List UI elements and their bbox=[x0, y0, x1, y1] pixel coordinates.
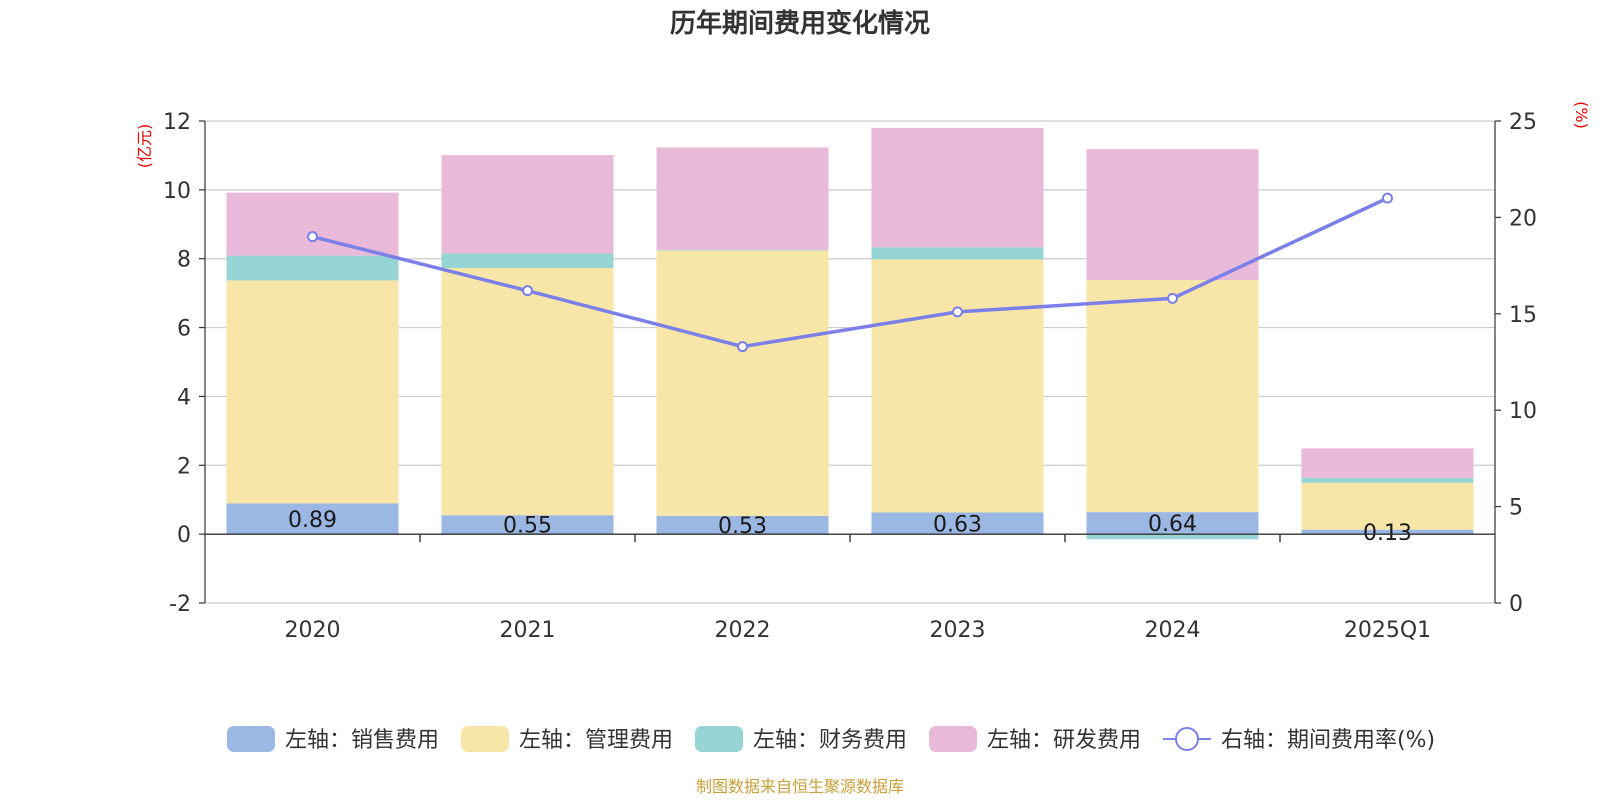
bar-2-2024 bbox=[1086, 534, 1259, 540]
right-tick-label: 25 bbox=[1509, 110, 1537, 135]
legend-label: 左轴：管理费用 bbox=[519, 728, 673, 753]
legend-label: 右轴：期间费用率(%) bbox=[1221, 728, 1435, 753]
rate-line-path bbox=[312, 196, 1389, 349]
bar-0-2023 bbox=[871, 512, 1044, 535]
bar-3-2025Q1 bbox=[1301, 448, 1474, 478]
bar-2-2022 bbox=[656, 249, 829, 251]
legend-swatch bbox=[461, 726, 509, 752]
data-label: 0.63 bbox=[933, 512, 982, 537]
bar-3-2024 bbox=[1086, 149, 1259, 281]
chart-title: 历年期间费用变化情况 bbox=[670, 8, 930, 39]
axes: -2 0 2 4 6 8 10 12 0 5 10 15 20 25 2020 2021 2022 2023 202… bbox=[163, 110, 1537, 643]
x-tick-label: 2020 bbox=[285, 618, 341, 643]
x-tick-label: 2021 bbox=[500, 618, 556, 643]
right-tick-label: 0 bbox=[1509, 592, 1523, 617]
left-axis-unit: (亿元) bbox=[135, 124, 154, 169]
data-label: 0.53 bbox=[718, 514, 767, 539]
bar-0-2024 bbox=[1086, 512, 1259, 535]
legend-swatch bbox=[695, 726, 743, 752]
x-tick-label: 2022 bbox=[715, 618, 771, 643]
bar-2-2025Q1 bbox=[1301, 477, 1474, 483]
left-tick-label: 6 bbox=[177, 317, 191, 342]
right-tick-label: 5 bbox=[1509, 496, 1523, 521]
bar-3-2022 bbox=[656, 147, 829, 250]
data-label: 0.64 bbox=[1148, 512, 1197, 537]
data-label: 0.13 bbox=[1363, 521, 1412, 546]
bar-2-2020 bbox=[226, 255, 399, 281]
data-label: 0.89 bbox=[288, 508, 337, 533]
rate-point bbox=[307, 231, 318, 243]
bar-0-2020 bbox=[226, 503, 399, 535]
rate-point bbox=[1382, 192, 1393, 204]
left-tick-label: 10 bbox=[163, 179, 191, 204]
source-note: 制图数据来自恒生聚源数据库 bbox=[696, 777, 904, 796]
bar-0-2025Q1 bbox=[1301, 529, 1474, 535]
rate-point bbox=[952, 306, 963, 318]
bar-1-2023 bbox=[871, 259, 1044, 513]
x-tick-label: 2025Q1 bbox=[1344, 618, 1431, 643]
bar-1-2020 bbox=[226, 280, 399, 504]
rate-point bbox=[737, 341, 748, 353]
data-labels: 0.89 0.55 0.53 0.63 0.64 0.13 bbox=[288, 508, 1412, 546]
bar-0-2022 bbox=[656, 515, 829, 535]
legend-label: 左轴：财务费用 bbox=[753, 728, 907, 753]
bar-2-2021 bbox=[441, 253, 614, 269]
legend-label: 左轴：研发费用 bbox=[987, 728, 1141, 753]
legend-label: 左轴：销售费用 bbox=[285, 728, 439, 753]
bar-1-2022 bbox=[656, 250, 829, 516]
bar-3-2023 bbox=[871, 127, 1044, 248]
left-tick-label: 4 bbox=[177, 385, 191, 410]
legend-swatch bbox=[929, 726, 977, 752]
bar-1-2021 bbox=[441, 268, 614, 516]
legend: 左轴：销售费用 左轴：管理费用 左轴：财务费用 左轴：研发费用 右轴：期间费用率(%) bbox=[227, 726, 1435, 753]
left-tick-label: 12 bbox=[163, 110, 191, 135]
bar-1-2024 bbox=[1086, 280, 1259, 513]
legend-swatch bbox=[227, 726, 275, 752]
rate-point bbox=[1167, 292, 1178, 304]
right-tick-label: 15 bbox=[1509, 303, 1537, 328]
right-tick-label: 20 bbox=[1509, 206, 1537, 231]
left-tick-label: 0 bbox=[177, 523, 191, 548]
rate-line bbox=[307, 192, 1393, 353]
x-tick-label: 2023 bbox=[930, 618, 986, 643]
right-tick-label: 10 bbox=[1509, 399, 1537, 424]
data-label: 0.55 bbox=[503, 514, 552, 539]
bars bbox=[226, 127, 1474, 540]
rate-point bbox=[522, 285, 533, 297]
left-tick-label: -2 bbox=[169, 592, 191, 617]
bar-3-2020 bbox=[226, 192, 399, 256]
bar-1-2025Q1 bbox=[1301, 482, 1474, 530]
bar-0-2021 bbox=[441, 515, 614, 535]
legend-line-marker bbox=[1175, 727, 1199, 751]
bar-2-2023 bbox=[871, 247, 1044, 260]
bar-3-2021 bbox=[441, 155, 614, 254]
right-axis-unit: (%) bbox=[1572, 101, 1591, 129]
x-tick-label: 2024 bbox=[1145, 618, 1201, 643]
left-tick-label: 2 bbox=[177, 454, 191, 479]
left-tick-label: 8 bbox=[177, 248, 191, 273]
